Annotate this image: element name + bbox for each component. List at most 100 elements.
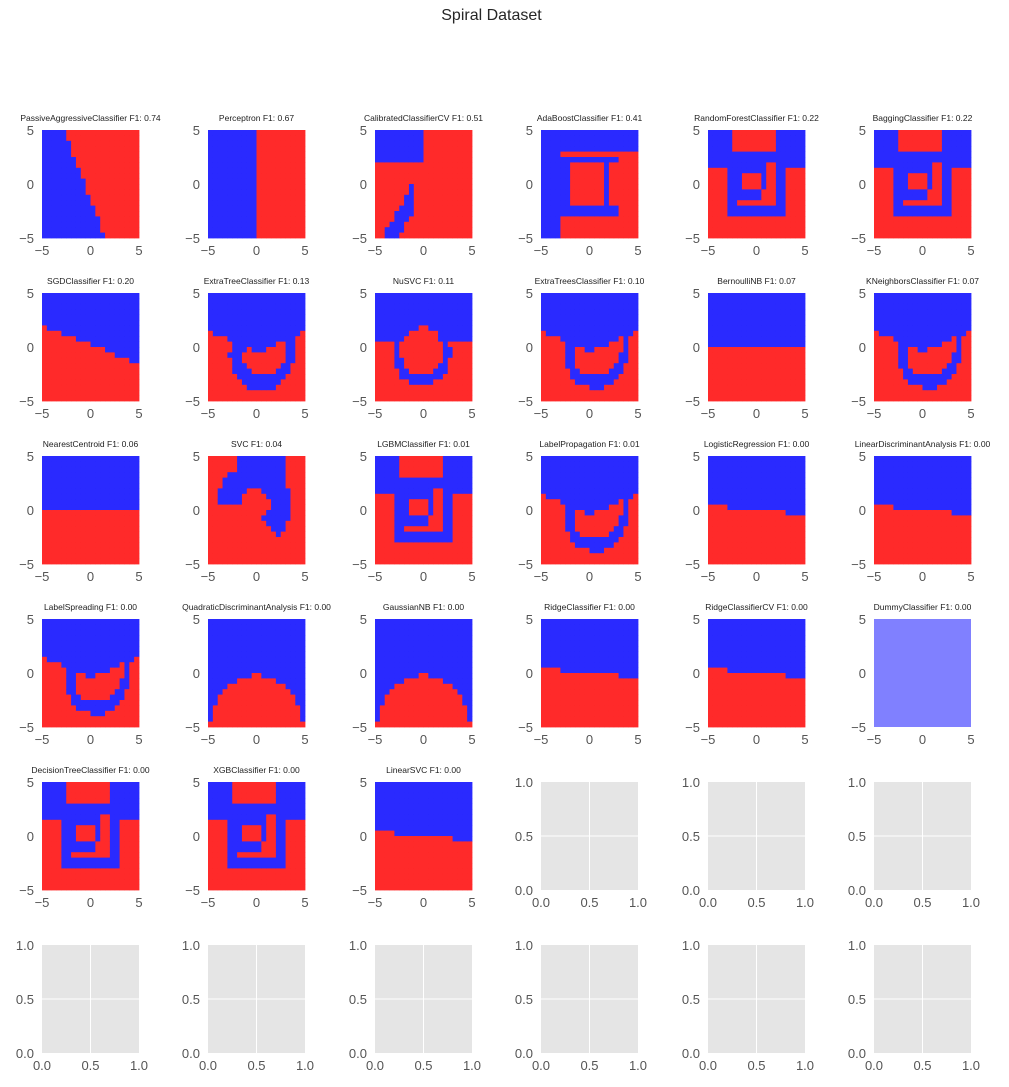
decision-cell bbox=[932, 363, 938, 369]
decision-cell bbox=[907, 227, 914, 233]
decision-cell bbox=[883, 357, 889, 364]
decision-cell bbox=[80, 298, 87, 305]
decision-cell bbox=[932, 135, 938, 142]
decision-cell bbox=[722, 178, 728, 185]
decision-cell bbox=[941, 184, 948, 190]
decision-cell bbox=[457, 178, 463, 185]
decision-cell bbox=[438, 357, 444, 364]
decision-cell bbox=[90, 293, 96, 299]
decision-cell bbox=[584, 330, 590, 337]
decision-cell bbox=[795, 205, 801, 212]
decision-cell bbox=[756, 368, 762, 375]
decision-cell bbox=[800, 232, 806, 239]
decision-cell bbox=[266, 173, 272, 179]
decision-cell bbox=[119, 341, 125, 348]
decision-cell bbox=[727, 130, 733, 136]
decision-cell bbox=[898, 309, 904, 315]
decision-cell bbox=[428, 184, 434, 190]
decision-cell bbox=[599, 205, 605, 212]
decision-cell bbox=[907, 368, 914, 375]
decision-cell bbox=[285, 368, 291, 375]
decision-cell bbox=[452, 200, 458, 206]
decision-cell bbox=[433, 347, 439, 353]
decision-cell bbox=[712, 135, 719, 142]
decision-cell bbox=[708, 293, 714, 299]
decision-cell bbox=[119, 130, 125, 136]
decision-cell bbox=[404, 146, 410, 152]
decision-cell bbox=[56, 466, 62, 473]
decision-cell bbox=[795, 357, 801, 364]
decision-cell bbox=[771, 135, 777, 142]
decision-cell bbox=[951, 384, 957, 391]
decision-cell bbox=[71, 162, 77, 169]
decision-cell bbox=[61, 504, 67, 511]
decision-cell bbox=[756, 135, 762, 142]
decision-cell bbox=[66, 384, 72, 391]
decision-cell bbox=[452, 167, 458, 174]
decision-cell bbox=[295, 330, 301, 337]
decision-cell bbox=[761, 298, 767, 305]
decision-cell bbox=[85, 194, 91, 201]
decision-cell bbox=[555, 216, 561, 223]
decision-cell bbox=[212, 336, 219, 342]
decision-cell bbox=[574, 309, 581, 315]
decision-cell bbox=[761, 368, 767, 375]
decision-cell bbox=[604, 336, 610, 342]
decision-cell bbox=[800, 157, 806, 163]
decision-cell bbox=[241, 298, 248, 305]
decision-cell bbox=[438, 384, 444, 391]
decision-cell bbox=[584, 390, 590, 396]
decision-cell bbox=[628, 336, 634, 342]
decision-cell bbox=[379, 189, 386, 196]
decision-cell bbox=[570, 395, 576, 402]
decision-cell bbox=[956, 303, 962, 310]
decision-cell bbox=[399, 146, 405, 152]
decision-cell bbox=[570, 194, 576, 201]
decision-cell bbox=[66, 135, 72, 142]
decision-cell bbox=[878, 336, 885, 342]
decision-cell bbox=[946, 336, 952, 342]
decision-cell bbox=[737, 130, 743, 136]
decision-cell bbox=[628, 363, 634, 369]
decision-cell bbox=[746, 309, 753, 315]
decision-cell bbox=[404, 384, 410, 391]
decision-cell bbox=[447, 390, 453, 396]
decision-cell bbox=[280, 151, 286, 158]
decision-cell bbox=[717, 384, 723, 391]
decision-cell bbox=[893, 368, 899, 375]
decision-cell bbox=[90, 167, 96, 174]
decision-cell bbox=[771, 211, 777, 217]
decision-cell bbox=[917, 352, 923, 359]
decision-cell bbox=[594, 363, 600, 369]
decision-cell bbox=[613, 357, 619, 364]
decision-cell bbox=[51, 504, 57, 511]
decision-cell bbox=[71, 303, 77, 310]
decision-cell bbox=[737, 178, 743, 185]
decision-cell bbox=[708, 320, 714, 326]
decision-cell bbox=[903, 227, 909, 233]
decision-cell bbox=[956, 293, 962, 299]
decision-cell bbox=[761, 151, 767, 158]
decision-cell bbox=[227, 173, 233, 179]
decision-cell bbox=[241, 184, 248, 190]
decision-cell bbox=[251, 157, 257, 163]
decision-cell bbox=[413, 314, 420, 321]
decision-cell bbox=[961, 368, 967, 375]
decision-cell bbox=[280, 221, 286, 228]
decision-cell bbox=[404, 395, 410, 402]
decision-cell bbox=[941, 162, 948, 169]
decision-cell bbox=[708, 374, 714, 380]
decision-cell bbox=[903, 189, 909, 196]
decision-cell bbox=[42, 309, 48, 315]
decision-cell bbox=[785, 184, 791, 190]
decision-cell bbox=[761, 293, 767, 299]
decision-cell bbox=[722, 216, 728, 223]
decision-cell bbox=[717, 216, 723, 223]
decision-cell bbox=[124, 384, 130, 391]
decision-cell bbox=[105, 379, 111, 386]
decision-cell bbox=[275, 374, 282, 380]
decision-cell bbox=[80, 293, 87, 299]
decision-cell bbox=[560, 167, 566, 174]
decision-cell bbox=[95, 395, 101, 402]
decision-cell bbox=[937, 173, 943, 179]
